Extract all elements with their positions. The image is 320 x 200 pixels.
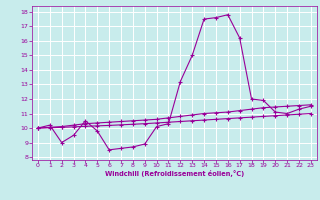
X-axis label: Windchill (Refroidissement éolien,°C): Windchill (Refroidissement éolien,°C) <box>105 170 244 177</box>
